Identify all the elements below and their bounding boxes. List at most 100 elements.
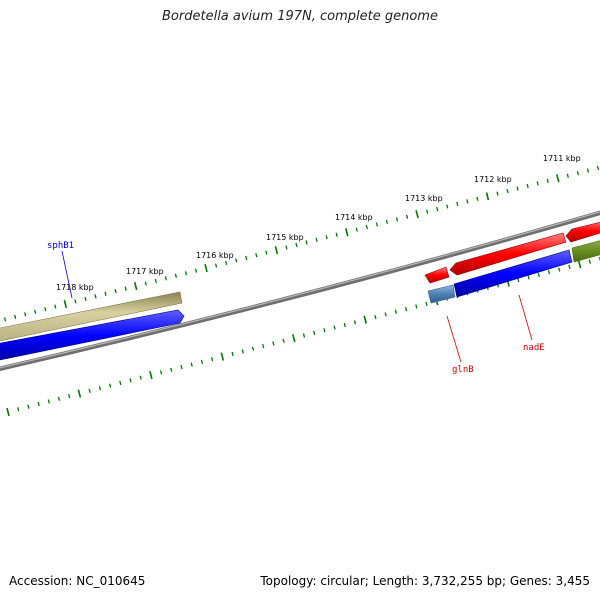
inner-ruler-minor-tick (415, 304, 418, 309)
inner-ruler-major-tick (577, 260, 582, 269)
outer-ruler-major-tick (485, 192, 490, 201)
outer-ruler-minor-tick (44, 307, 47, 312)
kbp-label-1713: 1713 kbp (405, 194, 443, 203)
red-gene-small[interactable] (424, 266, 450, 284)
outer-ruler-minor-tick (94, 294, 97, 299)
red-gene-arrow-long[interactable] (449, 232, 567, 276)
inner-ruler-minor-tick (170, 367, 173, 372)
inner-ruler-minor-tick (547, 270, 551, 275)
nadE-leader-line (518, 294, 533, 341)
glnB-gene-block[interactable] (427, 284, 456, 304)
olive-feature[interactable] (571, 238, 600, 263)
outer-ruler-minor-tick (104, 291, 107, 296)
outer-ruler-minor-tick (114, 289, 117, 294)
outer-ruler-minor-tick (164, 276, 167, 281)
outer-ruler-minor-tick (305, 240, 308, 245)
inner-ruler-minor-tick (27, 404, 30, 409)
outer-ruler-major-tick (63, 300, 68, 309)
inner-ruler-minor-tick (180, 365, 183, 370)
kbp-label-1718: 1718 kbp (56, 283, 94, 292)
outer-ruler-minor-tick (84, 296, 87, 301)
outer-ruler-minor-tick (235, 258, 238, 263)
accession-text: Accession: NC_010645 (9, 574, 146, 588)
nadE-label[interactable]: nadE (523, 343, 545, 353)
inner-ruler-major-tick (363, 315, 367, 324)
outer-ruler-minor-tick (225, 260, 228, 266)
sphB1-label[interactable]: sphB1 (47, 241, 74, 251)
nadE-gene-block[interactable] (453, 249, 573, 298)
outer-ruler-minor-tick (456, 201, 459, 207)
inner-ruler-minor-tick (425, 301, 428, 306)
outer-ruler-minor-tick (184, 271, 188, 276)
inner-ruler-minor-tick (517, 278, 520, 283)
inner-ruler-minor-tick (47, 399, 50, 404)
outer-ruler-major-tick (345, 228, 349, 237)
outer-ruler-minor-tick (34, 309, 37, 314)
outer-ruler-minor-tick (576, 171, 580, 176)
glnB-leader-line (446, 315, 462, 363)
outer-ruler-minor-tick (516, 186, 519, 191)
inner-ruler-minor-tick (241, 349, 244, 354)
inner-ruler-major-tick (292, 334, 296, 343)
inner-ruler-minor-tick (98, 386, 102, 391)
inner-ruler-minor-tick (302, 333, 306, 338)
inner-ruler-minor-tick (272, 341, 275, 346)
outer-ruler-minor-tick (124, 286, 127, 291)
outer-ruler-minor-tick (496, 191, 499, 196)
outer-ruler-minor-tick (526, 183, 529, 189)
outer-ruler-major-tick (415, 210, 419, 219)
outer-ruler-minor-tick (355, 227, 358, 232)
outer-ruler-minor-tick (265, 250, 268, 255)
inner-ruler-major-tick (6, 407, 10, 417)
outer-ruler-minor-tick (546, 178, 549, 183)
inner-ruler-minor-tick (343, 322, 346, 328)
inner-ruler-minor-tick (588, 259, 591, 264)
kbp-label-1711: 1711 kbp (543, 154, 581, 163)
inner-ruler-minor-tick (374, 314, 377, 320)
inner-ruler-minor-tick (159, 370, 163, 375)
outer-ruler-major-tick (274, 246, 279, 255)
inner-ruler-minor-tick (139, 375, 142, 380)
glnB-label[interactable]: glnB (452, 365, 474, 375)
khaki-feature[interactable] (0, 291, 183, 343)
outer-ruler-minor-tick (436, 206, 439, 212)
inner-ruler-minor-tick (119, 380, 122, 386)
outer-ruler-minor-tick (566, 173, 569, 178)
outer-ruler-minor-tick (295, 242, 298, 248)
outer-tick-ruler (3, 165, 600, 322)
kbp-label-1714: 1714 kbp (335, 213, 373, 222)
outer-ruler-minor-tick (325, 235, 328, 240)
inner-ruler-minor-tick (527, 275, 530, 280)
inner-ruler-minor-tick (568, 264, 571, 270)
inner-ruler-minor-tick (200, 359, 204, 364)
outer-ruler-minor-tick (335, 232, 338, 237)
map-title: Bordetella avium 197N, complete genome (162, 9, 438, 24)
inner-ruler-minor-tick (190, 362, 193, 367)
inner-ruler-minor-tick (394, 309, 398, 314)
inner-ruler-minor-tick (129, 378, 132, 383)
outer-ruler-minor-tick (3, 317, 7, 322)
inner-ruler-major-tick (149, 370, 153, 380)
outer-ruler-minor-tick (446, 204, 449, 209)
inner-ruler-minor-tick (558, 267, 561, 272)
outer-ruler-minor-tick (245, 255, 248, 260)
inner-ruler-minor-tick (537, 272, 540, 277)
kbp-label-1715: 1715 kbp (266, 233, 304, 242)
inner-ruler-minor-tick (353, 320, 357, 325)
sphB1-gene-arrow[interactable] (0, 309, 185, 362)
inner-ruler-minor-tick (323, 328, 326, 333)
outer-ruler-minor-tick (255, 253, 258, 258)
inner-ruler-major-tick (220, 352, 225, 361)
outer-ruler-minor-tick (395, 217, 399, 222)
outer-ruler-minor-tick (536, 181, 539, 186)
kbp-label-1716: 1716 kbp (196, 251, 234, 260)
outer-ruler-major-tick (556, 174, 560, 183)
outer-ruler-minor-tick (365, 224, 368, 230)
red-gene-arrow-edge[interactable] (565, 220, 600, 243)
inner-ruler-minor-tick (251, 346, 255, 351)
inner-ruler-minor-tick (404, 307, 408, 312)
outer-ruler-minor-tick (426, 209, 429, 214)
inner-ruler-major-tick (77, 389, 82, 398)
